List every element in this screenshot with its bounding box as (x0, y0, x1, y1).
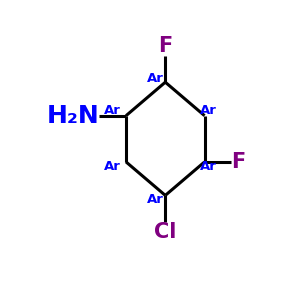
Text: Ar: Ar (104, 104, 121, 117)
Text: F: F (158, 36, 172, 56)
Text: Ar: Ar (104, 160, 121, 173)
Text: H₂N: H₂N (47, 104, 100, 128)
Text: Ar: Ar (147, 71, 164, 85)
Text: Ar: Ar (200, 104, 217, 117)
Text: F: F (231, 152, 245, 172)
Text: Cl: Cl (154, 222, 176, 242)
Text: Ar: Ar (200, 160, 217, 173)
Text: Ar: Ar (147, 193, 164, 206)
